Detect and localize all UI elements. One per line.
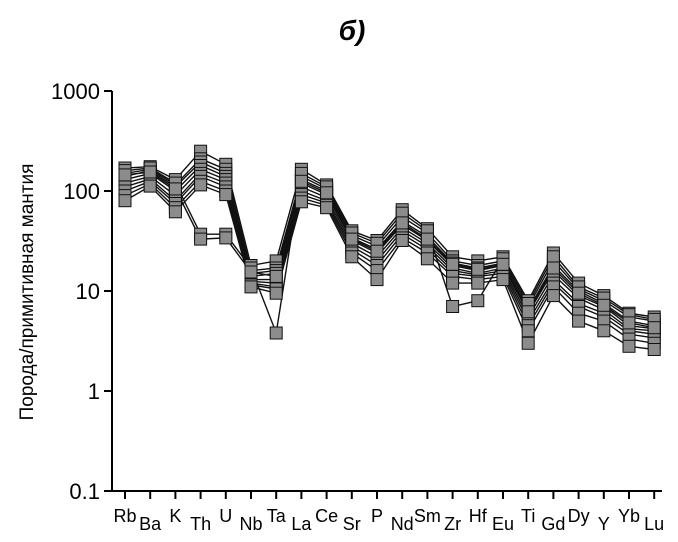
data-point [194,232,208,246]
data-point [471,294,485,308]
series-line-8 [124,180,655,344]
x-tick-label-eu: Eu [492,514,514,534]
series-line-1 [124,150,655,318]
x-tick-label-dy: Dy [568,506,590,526]
x-tick-label-sm: Sm [414,506,441,526]
data-point [647,321,661,335]
data-point [521,336,535,350]
data-point [345,232,359,246]
data-point [446,276,460,290]
x-tick-label-rb: Rb [113,506,136,526]
x-tick-label-y: Y [598,514,610,534]
y-axis-label: Порода/примитивная мантия [17,164,38,421]
series-line-5 [124,168,655,332]
data-point [320,201,334,215]
data-point [572,314,586,328]
x-tick-label-gd: Gd [541,514,565,534]
series-line-7 [124,175,655,339]
data-point [471,276,485,290]
data-point [269,269,283,283]
y-tick-label: 10 [76,279,100,304]
data-point [546,289,560,303]
data-point [496,273,510,287]
data-point [244,280,258,294]
x-tick-label-lu: Lu [644,514,664,534]
data-point [168,182,182,196]
data-point [345,250,359,264]
data-point [521,324,535,338]
x-tick-label-u: U [219,506,232,526]
x-ticks: Rb Ba K Th U Nb Ta La Ce Sr P Nd Sm Zr Hf Eu Ti Gd Dy Y Yb Lu [113,491,664,534]
series-group [118,144,661,356]
data-point [597,324,611,338]
series-line-10 [124,167,655,336]
data-point [320,186,334,200]
data-point [143,165,157,179]
x-tick-label-ce: Ce [315,506,338,526]
x-tick-label-la: La [291,514,312,534]
data-point [420,232,434,246]
data-point [294,174,308,188]
data-point [572,286,586,300]
series-line-9 [124,184,655,351]
data-point [496,257,510,271]
data-point [370,244,384,258]
y-tick-label: 1 [88,379,100,404]
series-line-4 [124,164,655,330]
x-tick-label-nb: Nb [239,514,262,534]
data-point [395,216,409,230]
data-point [370,273,384,287]
data-point [294,195,308,209]
chart-title: б) [339,15,366,46]
x-tick-label-th: Th [190,514,211,534]
x-tick-label-yb: Yb [618,506,640,526]
data-point [395,234,409,247]
data-point [446,300,460,313]
data-point [622,339,636,353]
data-point [168,205,182,219]
series-line-2 [124,157,655,322]
y-tick-label: 100 [63,179,100,204]
y-tick-label: 0.1 [69,479,100,504]
data-point [597,298,611,312]
series-line-11 [124,171,655,329]
data-point [521,305,535,319]
series-line-3 [124,161,655,327]
y-ticks: 1000 100 10 1 0.1 [51,79,112,504]
data-point [244,265,258,279]
x-tick-label-sr: Sr [343,514,361,534]
data-point [546,250,560,264]
x-tick-label-p: P [371,506,383,526]
data-point [118,168,132,182]
data-point [647,343,661,356]
x-tick-label-k: K [169,506,181,526]
x-tick-label-ta: Ta [267,506,287,526]
x-tick-label-ba: Ba [139,514,162,534]
data-point [622,316,636,330]
data-point [546,261,560,275]
x-tick-label-ti: Ti [521,506,535,526]
x-tick-label-zr: Zr [444,514,461,534]
data-point [471,262,485,276]
data-point [269,326,283,340]
data-point [446,257,460,271]
data-point [420,252,434,266]
x-tick-label-hf: Hf [469,506,488,526]
y-tick-label: 1000 [51,79,100,104]
series-line-6 [124,172,655,335]
data-point [219,188,233,202]
x-tick-label-nd: Nd [391,514,414,534]
data-point [269,286,283,300]
data-point [118,194,132,208]
data-point [194,178,208,192]
data-point [143,179,157,193]
data-point [219,231,233,245]
